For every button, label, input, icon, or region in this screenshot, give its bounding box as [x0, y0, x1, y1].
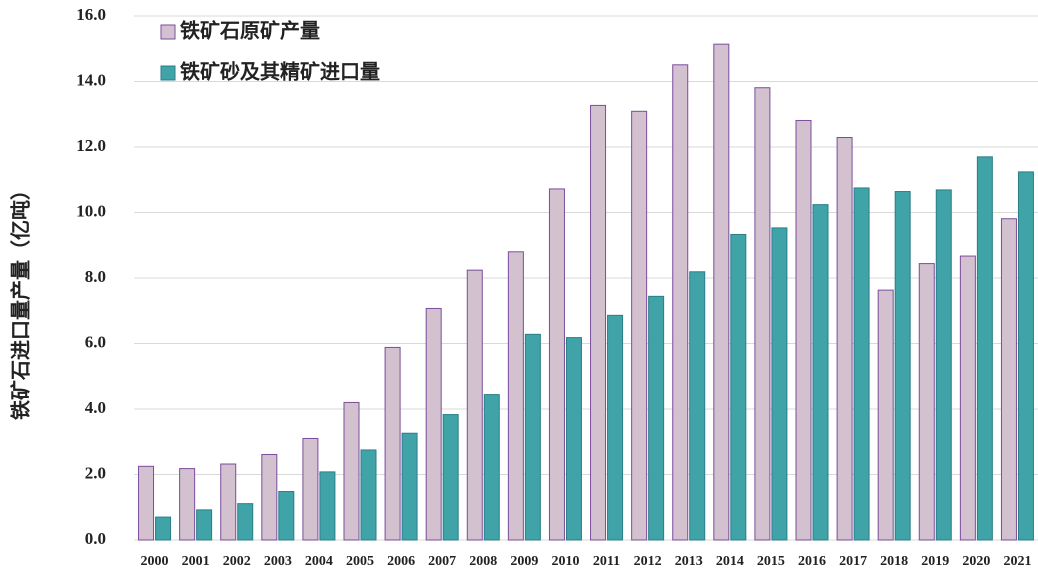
bar	[384, 346, 401, 541]
bar	[877, 289, 894, 541]
bar	[179, 468, 196, 541]
bar	[836, 137, 853, 541]
bar	[278, 491, 295, 541]
bar	[196, 509, 213, 541]
x-tick-label: 2006	[387, 554, 415, 569]
bar	[935, 189, 952, 541]
x-tick-label: 2009	[510, 554, 538, 569]
bar	[607, 314, 624, 541]
x-tick-label: 2004	[305, 554, 333, 569]
x-tick-label: 2008	[469, 554, 497, 569]
x-tick-label: 2016	[798, 554, 826, 569]
x-tick-label: 2002	[223, 554, 251, 569]
bar	[343, 401, 360, 541]
bar	[401, 432, 418, 541]
y-tick-label: 2.0	[85, 463, 106, 482]
bar	[483, 394, 500, 541]
y-tick-label: 4.0	[85, 398, 106, 417]
bar	[713, 43, 730, 541]
bar	[319, 471, 336, 541]
bar	[959, 255, 976, 541]
x-tick-label: 2015	[757, 554, 785, 569]
bar	[220, 463, 237, 541]
x-tick-label: 2017	[839, 554, 867, 569]
bar	[425, 307, 442, 541]
y-tick-label: 12.0	[76, 136, 106, 155]
x-tick-label: 2005	[346, 554, 374, 569]
x-tick-label: 2007	[428, 554, 456, 569]
x-tick-label: 2014	[716, 554, 744, 569]
bar	[548, 188, 565, 541]
x-tick-label: 2018	[880, 554, 908, 569]
bar	[918, 263, 935, 541]
bar	[1000, 218, 1017, 541]
bar	[360, 449, 377, 541]
bar	[672, 64, 689, 541]
bar	[507, 251, 524, 541]
bar	[138, 465, 155, 541]
legend-swatch	[160, 24, 176, 40]
bar	[302, 437, 319, 541]
y-axis-label: 铁矿石进口量产量（亿吨）	[8, 180, 32, 420]
legend-swatch	[160, 65, 176, 81]
x-tick-label: 2010	[551, 554, 579, 569]
x-tick-label: 2013	[675, 554, 703, 569]
bar	[976, 156, 993, 541]
x-tick-label: 2019	[921, 554, 949, 569]
bar	[730, 233, 747, 541]
legend-label: 铁矿石原矿产量	[180, 18, 320, 42]
bar	[237, 503, 254, 541]
bar	[565, 337, 582, 541]
bar	[442, 414, 459, 541]
y-tick-label: 10.0	[76, 201, 106, 220]
bar	[155, 516, 172, 541]
bar	[812, 204, 829, 541]
bar	[648, 295, 665, 541]
bar	[795, 119, 812, 541]
bar	[1017, 171, 1034, 541]
y-tick-label: 8.0	[85, 267, 106, 286]
bar	[261, 454, 278, 541]
x-tick-label: 2003	[264, 554, 292, 569]
x-tick-label: 2001	[182, 554, 210, 569]
bar	[631, 110, 648, 541]
bar	[524, 333, 541, 541]
bar	[466, 269, 483, 541]
bar	[853, 187, 870, 541]
x-tick-label: 2000	[141, 554, 169, 569]
bar	[590, 104, 607, 541]
y-tick-label: 6.0	[85, 332, 106, 351]
bar	[771, 227, 788, 541]
y-tick-label: 16.0	[76, 5, 106, 24]
legend-label: 铁矿砂及其精矿进口量	[180, 59, 380, 83]
x-tick-label: 2021	[1003, 554, 1031, 569]
bar	[754, 87, 771, 541]
x-tick-label: 2012	[634, 554, 662, 569]
bar	[894, 191, 911, 541]
x-tick-label: 2020	[962, 554, 990, 569]
y-tick-label: 0.0	[85, 529, 106, 548]
bar	[689, 271, 706, 541]
y-tick-label: 14.0	[76, 70, 106, 89]
x-tick-label: 2011	[593, 554, 620, 569]
